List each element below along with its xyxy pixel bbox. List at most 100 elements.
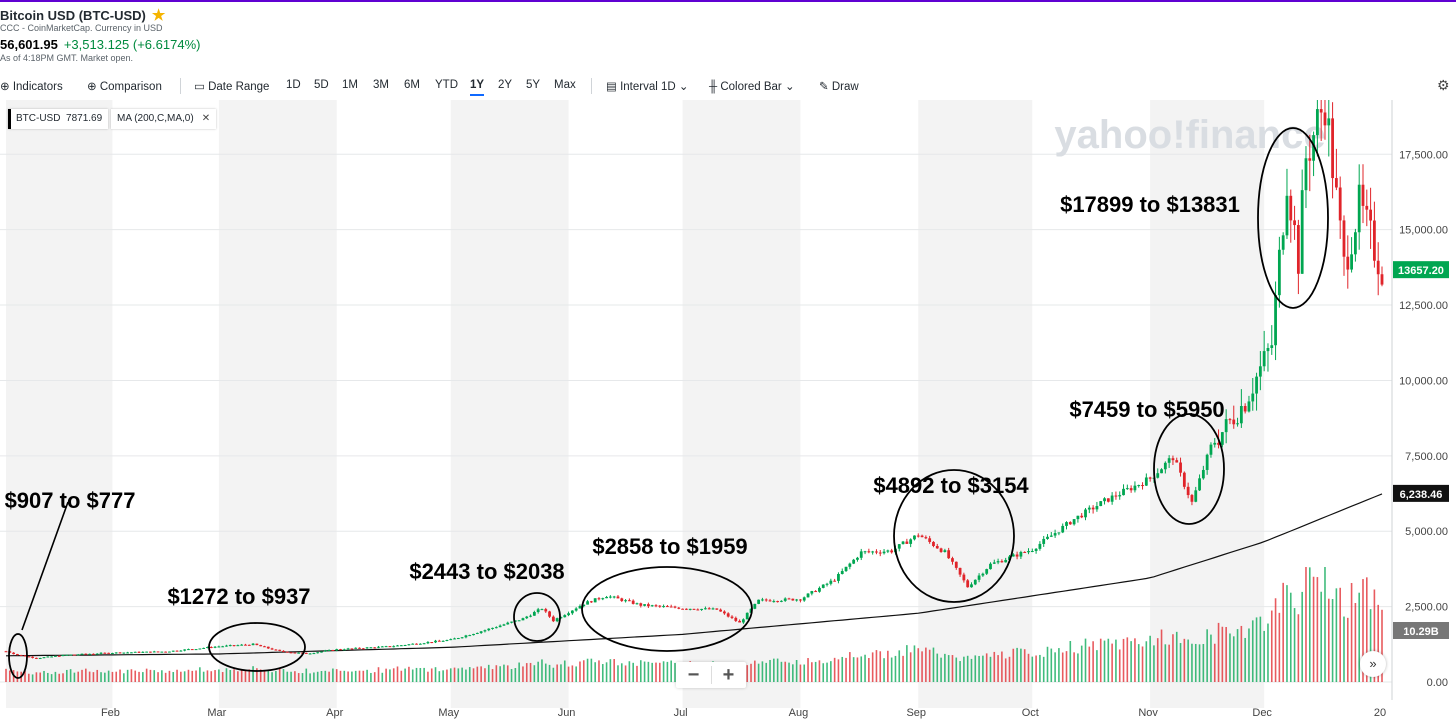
candle-body — [844, 566, 848, 572]
candle-body — [475, 632, 479, 634]
y-tick-label: 2,500.00 — [1405, 602, 1448, 614]
volume-bar — [1099, 638, 1102, 682]
colored-bar-icon: ╫ — [709, 81, 718, 93]
volume-bar — [571, 665, 574, 682]
volume-bar — [852, 657, 855, 682]
volume-bar — [1263, 630, 1265, 682]
candle-body — [650, 605, 654, 607]
volume-bar — [1107, 638, 1110, 682]
candle-body — [331, 649, 335, 651]
volume-bar — [176, 669, 178, 682]
volume-bar — [415, 667, 418, 682]
scroll-right-button[interactable]: » — [1360, 651, 1386, 677]
volume-bar — [58, 673, 61, 682]
volume-bar — [982, 655, 984, 682]
price-chart[interactable]: yahoo!finance $907 to $777$1272 to $937$… — [0, 100, 1456, 720]
x-tick-label: Sep — [906, 707, 926, 719]
candle-body — [517, 620, 521, 622]
candle-body — [1160, 469, 1163, 474]
volume-bar — [1346, 617, 1349, 682]
volume-bar — [339, 670, 342, 682]
candle-body — [863, 551, 867, 553]
volume-bar — [419, 668, 422, 682]
volume-bar — [233, 669, 235, 682]
candle-body — [901, 541, 905, 545]
candle-body — [696, 609, 700, 611]
range-6m[interactable]: 6M — [404, 79, 420, 91]
volume-bar — [495, 665, 498, 682]
candle-body — [304, 652, 308, 654]
range-1d[interactable]: 1D — [286, 79, 301, 91]
candle-body — [1034, 548, 1038, 551]
candle-body — [730, 616, 734, 618]
volume-bar — [130, 669, 133, 682]
volume-bar — [598, 660, 600, 682]
volume-bar — [256, 668, 258, 682]
volume-bar — [985, 653, 988, 682]
candle-body — [589, 601, 593, 603]
candle-body — [1220, 432, 1224, 445]
range-1m[interactable]: 1M — [342, 79, 358, 91]
candle-body — [681, 608, 684, 610]
close-icon[interactable]: ✕ — [201, 113, 211, 124]
volume-bar — [955, 657, 958, 682]
range-5y[interactable]: 5Y — [526, 79, 541, 91]
candle-body — [1274, 295, 1277, 346]
candle-body — [137, 651, 141, 653]
range-3m[interactable]: 3M — [373, 79, 389, 91]
volume-bar — [1320, 591, 1322, 682]
legend-ma[interactable]: MA (200,C,MA,0) ✕ — [111, 109, 217, 129]
volume-bars — [5, 567, 1383, 682]
candle-body — [958, 567, 962, 575]
volume-bar — [366, 669, 368, 682]
candle-body — [1030, 550, 1034, 552]
candle-body — [54, 655, 57, 657]
candle-body — [308, 653, 312, 655]
candle-body — [608, 596, 612, 598]
range-1y[interactable]: 1Y — [470, 79, 485, 96]
candle-body — [920, 535, 924, 538]
candle-body — [1380, 274, 1384, 285]
volume-bar — [784, 661, 787, 682]
zoom-in-button[interactable]: + — [722, 664, 735, 686]
volume-bar — [1381, 609, 1383, 682]
volume-bar — [826, 662, 828, 682]
volume-bar — [655, 662, 657, 682]
volume-bar — [446, 669, 448, 682]
colored-bar-dropdown[interactable]: ╫ Colored Bar ⌄ — [709, 79, 795, 93]
range-2y[interactable]: 2Y — [498, 79, 513, 91]
volume-bar — [305, 668, 308, 682]
candle-body — [502, 624, 506, 626]
y-tick-label: 12,500.00 — [1399, 300, 1448, 312]
interval-dropdown[interactable]: ▤ Interval 1D ⌄ — [606, 79, 689, 93]
legend-symbol[interactable]: BTC-USD 7871.69 — [8, 109, 109, 129]
comparison-button[interactable]: ⊕ Comparison — [87, 79, 162, 93]
star-icon[interactable]: ★ — [151, 7, 166, 24]
date-range-button[interactable]: ▭ Date Range — [194, 79, 269, 93]
volume-bar — [894, 655, 897, 682]
volume-bar — [1270, 610, 1273, 682]
volume-bar — [62, 673, 64, 682]
candle-body — [795, 599, 799, 601]
candle-body — [1141, 485, 1144, 487]
volume-bar — [1130, 641, 1132, 682]
candle-body — [1163, 462, 1167, 470]
current-price: 56,601.95 — [0, 37, 58, 52]
draw-button[interactable]: ✎ Draw — [819, 79, 859, 93]
volume-bar — [1369, 609, 1372, 682]
settings-icon[interactable]: ⚙ — [1437, 77, 1450, 93]
range-ytd[interactable]: YTD — [435, 79, 458, 91]
candle-body — [114, 652, 118, 654]
indicators-button[interactable]: ⊕ Indicators — [0, 79, 63, 93]
interval-label: Interval — [620, 81, 658, 93]
candle-body — [745, 612, 749, 620]
range-5d[interactable]: 5D — [314, 79, 329, 91]
range-max[interactable]: Max — [554, 79, 576, 91]
volume-bar — [1206, 629, 1208, 682]
candle-body — [506, 622, 510, 625]
zoom-out-button[interactable]: − — [687, 664, 700, 686]
volume-bar — [963, 656, 965, 682]
candle-body — [1087, 507, 1091, 510]
candle-body — [312, 653, 316, 655]
candle-body — [293, 652, 297, 654]
